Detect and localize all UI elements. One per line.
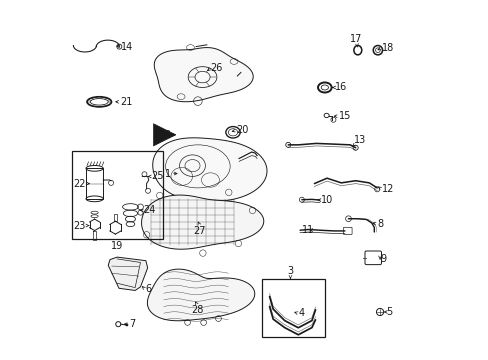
Circle shape bbox=[374, 187, 379, 192]
Text: 20: 20 bbox=[236, 125, 248, 135]
Polygon shape bbox=[154, 48, 253, 102]
Text: 12: 12 bbox=[381, 184, 393, 194]
Text: 11: 11 bbox=[302, 225, 314, 235]
Text: 22: 22 bbox=[73, 179, 85, 189]
Text: 13: 13 bbox=[353, 135, 366, 145]
Text: 15: 15 bbox=[338, 111, 350, 121]
Text: 14: 14 bbox=[121, 42, 133, 51]
Text: 10: 10 bbox=[320, 195, 332, 205]
Text: 7: 7 bbox=[129, 319, 135, 329]
Circle shape bbox=[299, 197, 304, 202]
Bar bbox=[262, 279, 325, 337]
Text: 9: 9 bbox=[379, 254, 386, 264]
Text: 18: 18 bbox=[381, 43, 393, 53]
Text: 26: 26 bbox=[210, 63, 223, 73]
Circle shape bbox=[125, 323, 128, 326]
Text: 19: 19 bbox=[111, 241, 123, 251]
Circle shape bbox=[352, 145, 357, 150]
Text: 24: 24 bbox=[143, 206, 156, 216]
Text: 5: 5 bbox=[386, 307, 391, 317]
Text: 21: 21 bbox=[120, 97, 132, 107]
Text: 27: 27 bbox=[193, 226, 205, 235]
Polygon shape bbox=[108, 257, 147, 291]
Text: 25: 25 bbox=[151, 171, 163, 181]
Circle shape bbox=[117, 44, 122, 49]
Text: 2: 2 bbox=[164, 130, 171, 140]
Text: 17: 17 bbox=[349, 35, 362, 44]
Text: 4: 4 bbox=[298, 309, 304, 318]
Polygon shape bbox=[142, 195, 263, 249]
Text: 1: 1 bbox=[164, 168, 171, 179]
Text: 28: 28 bbox=[191, 305, 203, 315]
Polygon shape bbox=[152, 138, 266, 202]
Circle shape bbox=[345, 216, 351, 222]
Text: 23: 23 bbox=[73, 221, 85, 230]
Text: 8: 8 bbox=[376, 219, 383, 229]
Text: 6: 6 bbox=[145, 284, 151, 294]
Circle shape bbox=[285, 142, 290, 147]
Bar bbox=[86, 168, 103, 199]
Text: 16: 16 bbox=[334, 82, 346, 93]
Bar bbox=[72, 151, 163, 239]
Text: 3: 3 bbox=[287, 266, 293, 276]
Polygon shape bbox=[147, 269, 254, 321]
